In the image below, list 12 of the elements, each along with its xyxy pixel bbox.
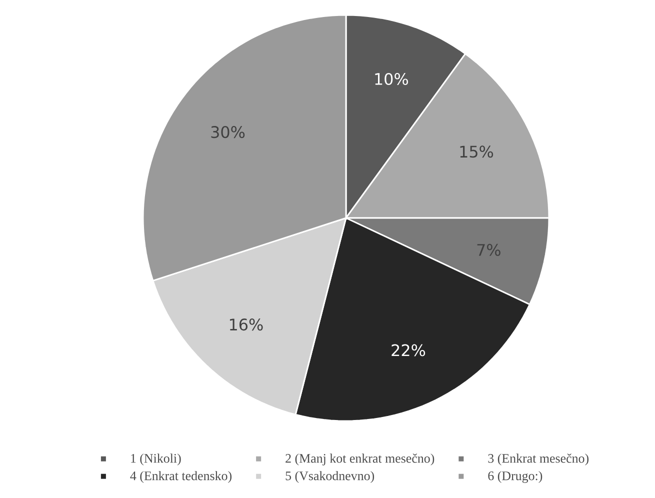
- data-label: 16%: [230, 318, 263, 331]
- data-label: 22%: [392, 344, 426, 356]
- data-label: 7%: [477, 244, 500, 256]
- data-label: 15%: [460, 146, 494, 158]
- legend-label: 6 (Drugo:): [488, 471, 542, 483]
- legend-label: 5 (Vsakodnevno): [286, 471, 374, 483]
- legend-label: 1 (Nikoli): [131, 454, 181, 466]
- data-label: 10%: [375, 72, 408, 86]
- legend-label: 2 (Manj kot enkrat mesečno): [286, 454, 434, 466]
- legend-label: 3 (Enkrat mesečno): [488, 454, 589, 466]
- data-label: 30%: [211, 126, 245, 138]
- legend-label: 4 (Enkrat tedensko): [130, 471, 232, 483]
